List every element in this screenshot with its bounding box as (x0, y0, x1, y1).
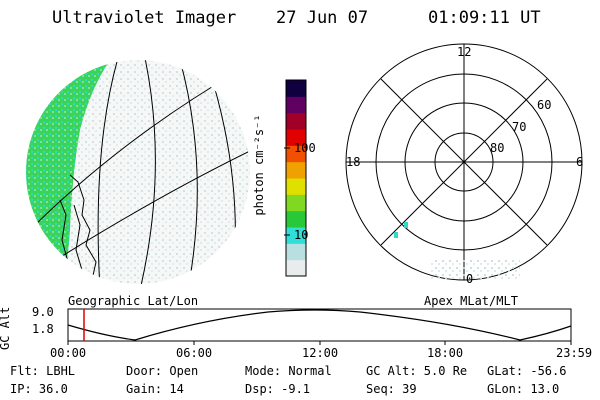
info-glat: GLat: -56.6 (487, 364, 567, 378)
colorbar-segment (286, 243, 306, 261)
info-seq: Seq: 39 (366, 382, 417, 396)
info-dsp: Dsp: -9.1 (245, 382, 311, 396)
time-tick-1800: 18:00 (427, 346, 464, 360)
mlt-label-18: 18 (346, 155, 361, 169)
colorbar-segment (286, 259, 306, 277)
colorbar-tick-100: 100 (294, 141, 316, 155)
apex-title: Apex MLat/MLT (424, 294, 518, 308)
mlt-label-6: 6 (576, 155, 584, 169)
info-glon: GLon: 13.0 (487, 382, 560, 396)
info-gc-alt: GC Alt: 5.0 Re (366, 364, 468, 378)
info-flt: Flt: LBHL (10, 364, 76, 378)
info-mode: Mode: Normal (245, 364, 332, 378)
colorbar-ticks (284, 147, 290, 236)
colorbar-unit-label: photon cm⁻²s⁻¹ (252, 114, 266, 216)
lat-label-70: 70 (512, 120, 527, 134)
colorbar-segment (286, 96, 306, 114)
altitude-strip (67, 308, 572, 345)
lat-label-60: 60 (537, 98, 552, 112)
lat-label-80: 80 (490, 141, 505, 155)
colorbar-segment (286, 145, 306, 163)
polar-plot (345, 43, 583, 281)
instrument-title: Ultraviolet Imager (52, 8, 237, 28)
colorbar-segment (286, 194, 306, 212)
info-ip: IP: 36.0 (10, 382, 68, 396)
colorbar-tick-10: 10 (294, 228, 309, 242)
altitude-ylabel: GC Alt (0, 306, 12, 350)
colorbar-segment (286, 129, 306, 146)
polar-emission-patch (430, 258, 520, 280)
altitude-curve (67, 309, 572, 341)
colorbar-segment (286, 178, 306, 195)
alt-tick-9: 9.0 (32, 305, 54, 319)
geographic-title: Geographic Lat/Lon (68, 294, 199, 308)
time-tick-1200: 12:00 (302, 346, 339, 360)
coastline (59, 174, 97, 281)
info-gain: Gain: 14 (126, 382, 184, 396)
mlt-label-0: 0 (466, 272, 474, 286)
colorbar-segment (286, 227, 306, 244)
time-tick-0600: 06:00 (176, 346, 213, 360)
colorbar-segment (286, 210, 306, 228)
alt-tick-1-8: 1.8 (32, 322, 54, 336)
auroral-emission-region (26, 60, 110, 284)
time-label: 01:09:11 UT (428, 8, 541, 28)
colorbar (285, 79, 307, 277)
time-tick-0000: 00:00 (50, 346, 87, 360)
colorbar-border (285, 79, 307, 277)
info-door: Door: Open (126, 364, 199, 378)
colorbar-segment (286, 161, 306, 179)
colorbar-segment (286, 112, 306, 130)
mlt-label-12: 12 (457, 45, 472, 59)
time-tick-2359: 23:59 (556, 346, 593, 360)
colorbar-segment (286, 80, 306, 97)
geographic-map (26, 60, 250, 284)
date-label: 27 Jun 07 (276, 8, 369, 28)
